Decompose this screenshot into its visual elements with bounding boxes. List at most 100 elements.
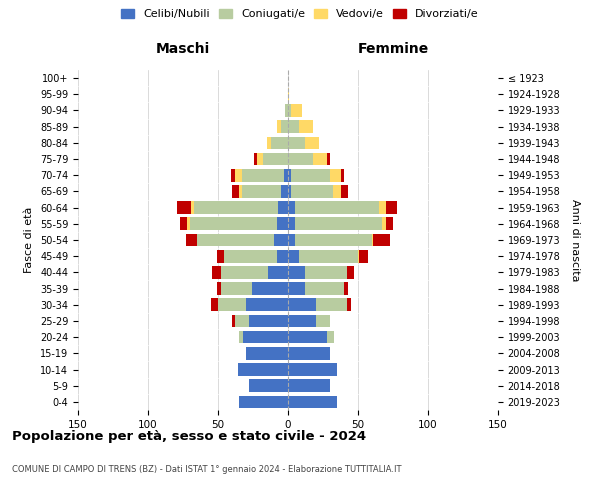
Bar: [299, 250, 358, 262]
Text: COMUNE DI CAMPO DI TRENS (BZ) - Dati ISTAT 1° gennaio 2024 - Elaborazione TUTTIT: COMUNE DI CAMPO DI TRENS (BZ) - Dati IST…: [12, 465, 401, 474]
Bar: [327, 152, 330, 166]
Bar: [190, 218, 277, 230]
Bar: [235, 314, 249, 328]
Bar: [295, 234, 372, 246]
Bar: [281, 185, 288, 198]
Bar: [246, 347, 288, 360]
Bar: [224, 250, 277, 262]
Bar: [246, 298, 288, 311]
Bar: [316, 298, 347, 311]
Bar: [291, 185, 333, 198]
Bar: [274, 234, 288, 246]
Bar: [295, 218, 382, 230]
Bar: [288, 266, 305, 278]
Bar: [295, 202, 379, 214]
Bar: [277, 120, 281, 133]
Bar: [288, 314, 316, 328]
Bar: [191, 202, 194, 214]
Bar: [288, 282, 305, 295]
Bar: [277, 218, 288, 230]
Bar: [277, 250, 288, 262]
Bar: [243, 331, 288, 344]
Bar: [379, 202, 386, 214]
Bar: [288, 380, 330, 392]
Bar: [305, 266, 347, 278]
Y-axis label: Anni di nascita: Anni di nascita: [570, 198, 580, 281]
Bar: [284, 169, 288, 181]
Bar: [288, 202, 295, 214]
Bar: [341, 169, 344, 181]
Bar: [186, 234, 197, 246]
Bar: [194, 202, 278, 214]
Bar: [212, 266, 221, 278]
Bar: [373, 234, 390, 246]
Bar: [305, 136, 319, 149]
Text: Maschi: Maschi: [156, 42, 210, 56]
Bar: [238, 363, 288, 376]
Bar: [359, 250, 368, 262]
Bar: [333, 185, 341, 198]
Bar: [254, 152, 257, 166]
Bar: [341, 185, 348, 198]
Bar: [249, 314, 288, 328]
Bar: [232, 185, 239, 198]
Bar: [271, 136, 288, 149]
Bar: [386, 218, 393, 230]
Bar: [267, 136, 271, 149]
Bar: [305, 282, 344, 295]
Y-axis label: Fasce di età: Fasce di età: [25, 207, 34, 273]
Bar: [288, 363, 337, 376]
Bar: [217, 282, 221, 295]
Bar: [187, 218, 190, 230]
Bar: [299, 120, 313, 133]
Bar: [386, 202, 397, 214]
Bar: [288, 234, 295, 246]
Bar: [197, 234, 274, 246]
Bar: [239, 185, 242, 198]
Bar: [278, 202, 288, 214]
Text: Popolazione per età, sesso e stato civile - 2024: Popolazione per età, sesso e stato civil…: [12, 430, 366, 443]
Bar: [288, 104, 291, 117]
Bar: [291, 169, 330, 181]
Bar: [347, 298, 351, 311]
Bar: [288, 136, 305, 149]
Bar: [178, 202, 191, 214]
Bar: [180, 218, 187, 230]
Bar: [313, 152, 327, 166]
Bar: [288, 185, 291, 198]
Bar: [242, 169, 284, 181]
Legend: Celibi/Nubili, Coniugati/e, Vedovi/e, Divorziati/e: Celibi/Nubili, Coniugati/e, Vedovi/e, Di…: [118, 6, 482, 22]
Bar: [288, 218, 295, 230]
Bar: [316, 314, 330, 328]
Bar: [372, 234, 373, 246]
Bar: [285, 104, 288, 117]
Bar: [344, 282, 348, 295]
Bar: [221, 266, 268, 278]
Bar: [288, 347, 330, 360]
Bar: [288, 152, 313, 166]
Bar: [235, 169, 242, 181]
Bar: [382, 218, 386, 230]
Bar: [281, 120, 288, 133]
Bar: [221, 282, 251, 295]
Bar: [230, 169, 235, 181]
Text: Femmine: Femmine: [358, 42, 428, 56]
Bar: [268, 266, 288, 278]
Bar: [288, 250, 299, 262]
Bar: [347, 266, 354, 278]
Bar: [330, 169, 341, 181]
Bar: [288, 120, 299, 133]
Bar: [242, 185, 281, 198]
Bar: [257, 152, 263, 166]
Bar: [288, 169, 291, 181]
Bar: [288, 331, 327, 344]
Bar: [239, 331, 243, 344]
Bar: [288, 88, 289, 101]
Bar: [327, 331, 334, 344]
Bar: [358, 250, 359, 262]
Bar: [291, 104, 302, 117]
Bar: [263, 152, 288, 166]
Bar: [218, 298, 246, 311]
Bar: [288, 396, 337, 408]
Bar: [251, 282, 288, 295]
